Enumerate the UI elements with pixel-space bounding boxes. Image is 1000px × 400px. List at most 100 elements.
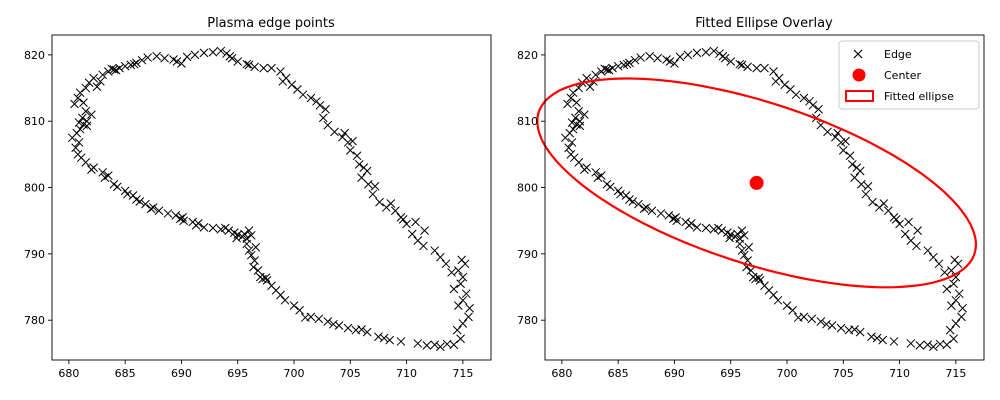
edge-point — [671, 213, 680, 222]
edge-point — [92, 82, 102, 92]
edge-point — [739, 250, 749, 260]
edge-point — [233, 57, 243, 66]
edge-point — [330, 127, 339, 137]
edge-point — [411, 217, 420, 227]
edge-point — [370, 181, 380, 191]
edge-point — [845, 151, 855, 161]
edge-point — [823, 127, 832, 137]
edge-point — [923, 340, 933, 350]
edge-point — [385, 335, 395, 345]
edge-point — [670, 59, 679, 68]
edge-point — [163, 209, 173, 218]
edge-point — [701, 47, 711, 57]
edge-point — [591, 70, 601, 80]
edge-point — [900, 229, 910, 239]
y-tick-label: 820 — [517, 49, 538, 62]
edge-point — [863, 181, 873, 191]
edge-point — [940, 268, 949, 277]
edge-point — [954, 289, 964, 299]
edge-point — [454, 301, 463, 310]
edge-point — [458, 272, 468, 282]
edge-point — [280, 295, 290, 305]
edge-point — [630, 55, 640, 65]
edge-point — [861, 189, 871, 199]
edge-point — [71, 143, 80, 153]
edge-point — [278, 77, 288, 86]
edge-point — [841, 136, 850, 146]
edge-point — [656, 209, 666, 218]
edge-point — [567, 138, 577, 147]
y-tick-label: 800 — [24, 182, 45, 195]
edge-point — [73, 93, 83, 103]
edge-point — [375, 197, 384, 207]
edge-point — [81, 83, 91, 93]
edge-point — [244, 246, 254, 255]
edge-point — [709, 46, 719, 56]
edge-point — [807, 314, 817, 324]
x-tick-label: 690 — [664, 367, 685, 380]
x-tick-label: 715 — [945, 367, 966, 380]
edge-point — [692, 48, 702, 58]
edge-point — [435, 342, 445, 352]
edge-point — [935, 339, 945, 349]
edge-point — [261, 273, 271, 283]
edge-point — [572, 98, 581, 108]
edge-point — [109, 65, 119, 74]
edge-point — [306, 93, 316, 103]
edge-point — [386, 199, 396, 208]
edge-point — [957, 312, 966, 322]
edge-point — [928, 342, 938, 352]
edge-point — [442, 339, 452, 349]
edge-point — [199, 222, 209, 232]
fitted-ellipse — [536, 77, 977, 289]
edge-point — [242, 59, 252, 69]
edge-point — [769, 290, 778, 300]
edge-point — [580, 110, 589, 119]
edge-point — [737, 246, 747, 255]
x-tick-label: 705 — [340, 367, 361, 380]
edge-point — [950, 255, 960, 265]
edge-point — [769, 67, 778, 76]
edge-point — [84, 78, 94, 88]
edge-point — [713, 223, 723, 233]
edge-point — [571, 113, 580, 123]
edge-point — [244, 226, 254, 236]
edge-point — [816, 317, 826, 326]
edge-point — [619, 60, 629, 70]
x-tick-label: 690 — [171, 367, 192, 380]
edge-point — [653, 53, 662, 63]
edge-point — [323, 120, 333, 130]
edge-point — [906, 339, 916, 348]
edge-point — [126, 60, 136, 70]
edge-point — [359, 163, 369, 173]
edge-point — [435, 252, 445, 262]
edge-point — [74, 138, 84, 147]
edge-point — [602, 65, 612, 74]
edge-point — [456, 334, 465, 344]
edge-point — [465, 303, 474, 313]
edge-point — [154, 206, 164, 216]
edge-point — [148, 203, 158, 212]
edge-point — [396, 337, 406, 346]
edge-point — [287, 80, 297, 90]
right-edge-points — [560, 46, 967, 352]
edge-point — [368, 189, 378, 199]
right-plot-frame — [544, 34, 985, 361]
edge-point — [585, 82, 595, 92]
y-tick-label: 810 — [517, 115, 538, 128]
edge-point — [363, 179, 373, 189]
edge-point — [178, 213, 187, 222]
edge-point — [454, 266, 463, 275]
edge-point — [82, 116, 92, 126]
edge-point — [616, 189, 625, 199]
edge-point — [407, 229, 417, 239]
edge-point — [831, 132, 840, 142]
edge-point — [622, 59, 632, 69]
edge-point — [683, 50, 693, 60]
edge-point — [847, 159, 857, 169]
edge-point — [735, 239, 745, 249]
edge-point — [634, 199, 643, 209]
edge-point — [100, 173, 110, 182]
x-tick-label: 700 — [284, 367, 305, 380]
